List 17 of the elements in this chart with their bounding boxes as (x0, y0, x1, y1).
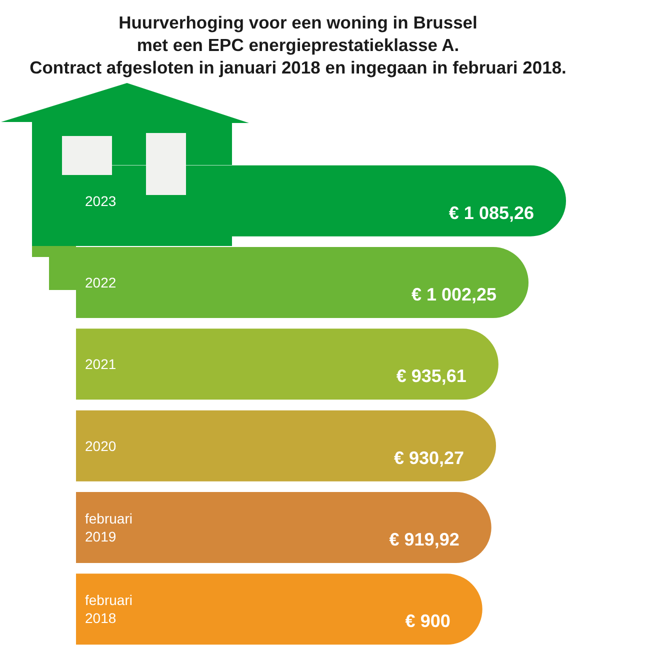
chart-title: Huurverhoging voor een woning in Brussel met een EPC energieprestatieklasse A. Contract afgesloten in januari 2018 en ingegaan in februari 2018. (30, 12, 566, 78)
bar (76, 574, 482, 645)
y-tick-label: 2020 (85, 438, 116, 454)
y-tick-label: februari 2019 (85, 510, 136, 544)
data-label: € 1 085,26 (448, 202, 534, 223)
y-tick-label: 2022 (85, 274, 116, 290)
y-tick-label: februari 2018 (85, 592, 136, 626)
y-tick-label: 2021 (85, 356, 116, 372)
bar (76, 492, 492, 563)
data-label: € 935,61 (396, 366, 466, 386)
data-label: € 930,27 (394, 448, 464, 468)
y-tick-label: 2023 (85, 192, 116, 209)
bar (76, 328, 498, 400)
bar (76, 410, 496, 482)
data-label: € 1 002,25 (411, 284, 497, 304)
data-label: € 900 (405, 611, 450, 632)
data-label: € 919,92 (389, 530, 460, 550)
